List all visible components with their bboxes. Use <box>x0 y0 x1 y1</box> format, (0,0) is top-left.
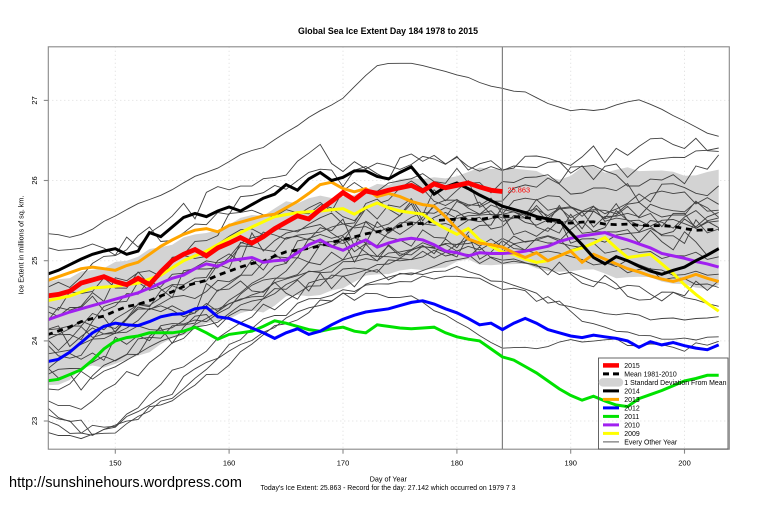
svg-text:26: 26 <box>30 176 39 184</box>
svg-text:http://sunshinehours.wordpress: http://sunshinehours.wordpress.com <box>9 475 242 491</box>
svg-text:2010: 2010 <box>624 423 640 430</box>
svg-text:160: 160 <box>223 458 236 467</box>
svg-text:Every Other Year: Every Other Year <box>624 440 678 447</box>
svg-text:2015: 2015 <box>624 363 640 370</box>
svg-text:200: 200 <box>678 458 691 467</box>
svg-text:25.863: 25.863 <box>508 186 531 195</box>
svg-text:25: 25 <box>30 257 39 265</box>
svg-text:1 Standard Deviation From Mean: 1 Standard Deviation From Mean <box>624 380 726 387</box>
svg-text:Mean 1981-2010: Mean 1981-2010 <box>624 372 677 379</box>
svg-text:190: 190 <box>564 458 577 467</box>
svg-text:170: 170 <box>337 458 350 467</box>
svg-text:2011: 2011 <box>624 414 639 421</box>
svg-text:Day of Year: Day of Year <box>370 475 408 484</box>
svg-text:150: 150 <box>109 458 122 467</box>
svg-text:2014: 2014 <box>624 389 640 396</box>
svg-text:23: 23 <box>30 417 39 425</box>
svg-text:Ice Extent in millions of sq.: Ice Extent in millions of sq. km. <box>17 196 26 295</box>
svg-text:2012: 2012 <box>624 406 640 413</box>
svg-text:Today's Ice Extent: 25.863 -: Today's Ice Extent: 25.863 - Record for … <box>261 485 516 492</box>
svg-text:180: 180 <box>451 458 464 467</box>
svg-text:24: 24 <box>30 337 39 345</box>
svg-text:2009: 2009 <box>624 431 640 438</box>
svg-text:27: 27 <box>30 96 39 104</box>
svg-text:2013: 2013 <box>624 397 640 404</box>
svg-text:Global Sea Ice Extent Day 184: Global Sea Ice Extent Day 184 1978 to 20… <box>298 26 478 36</box>
